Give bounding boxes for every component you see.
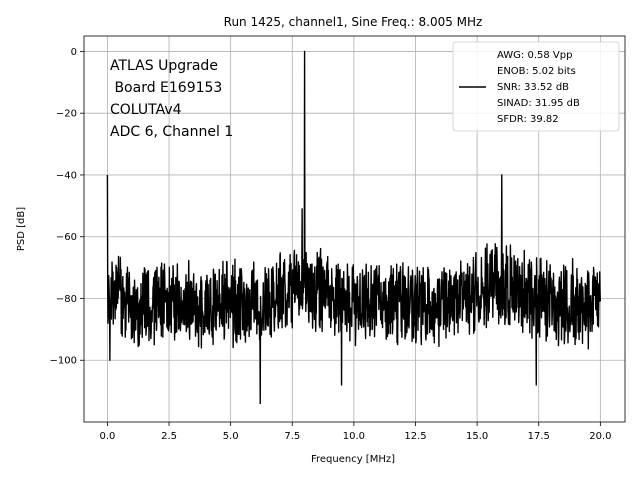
axis-ticks: 0.0 2.5 5.0 7.5 10.0 12.5 15.0 17.5 20.0 0 −20 −40 −…	[50, 47, 612, 442]
x-axis-label: Frequency [MHz]	[311, 454, 395, 465]
y-axis-label: PSD [dB]	[16, 207, 27, 251]
x-tick-label: 20.0	[589, 431, 611, 442]
legend-entry-awg: AWG: 0.58 Vpp	[497, 50, 572, 61]
y-tick-label: −20	[56, 109, 77, 120]
x-tick-label: 7.5	[284, 431, 300, 442]
annotation-line-3: COLUTAv4	[110, 102, 182, 118]
chart-title: Run 1425, channel1, Sine Freq.: 8.005 MH…	[224, 15, 483, 29]
legend-entry-sfdr: SFDR: 39.82	[497, 114, 559, 125]
plot-frame	[83, 35, 626, 423]
y-tick-label: 0	[71, 47, 77, 58]
legend-entry-sinad: SINAD: 31.95 dB	[497, 98, 580, 109]
y-tick-label: −80	[56, 294, 77, 305]
psd-trace	[106, 50, 602, 405]
annotation-line-2: Board E169153	[110, 80, 222, 96]
x-tick-label: 12.5	[404, 431, 426, 442]
legend: AWG: 0.58 Vpp ENOB: 5.02 bits SNR: 33.52…	[452, 41, 620, 132]
legend-entry-snr: SNR: 33.52 dB	[497, 82, 569, 93]
y-tick-label: −40	[56, 170, 77, 181]
x-tick-label: 2.5	[161, 431, 177, 442]
y-tick-label: −100	[50, 356, 77, 367]
legend-entry-enob: ENOB: 5.02 bits	[497, 66, 576, 77]
psd-series-line	[106, 50, 602, 405]
annotation-line-1: ATLAS Upgrade	[110, 58, 218, 74]
x-tick-label: 0.0	[99, 431, 115, 442]
x-tick-label: 15.0	[466, 431, 488, 442]
y-tick-label: −60	[56, 232, 77, 243]
x-tick-label: 17.5	[528, 431, 550, 442]
x-tick-label: 5.0	[223, 431, 239, 442]
annotation-line-4: ADC 6, Channel 1	[110, 124, 233, 140]
x-tick-label: 10.0	[343, 431, 365, 442]
legend-box	[452, 41, 620, 132]
board-annotation: ATLAS Upgrade Board E169153 COLUTAv4 ADC…	[110, 58, 233, 140]
